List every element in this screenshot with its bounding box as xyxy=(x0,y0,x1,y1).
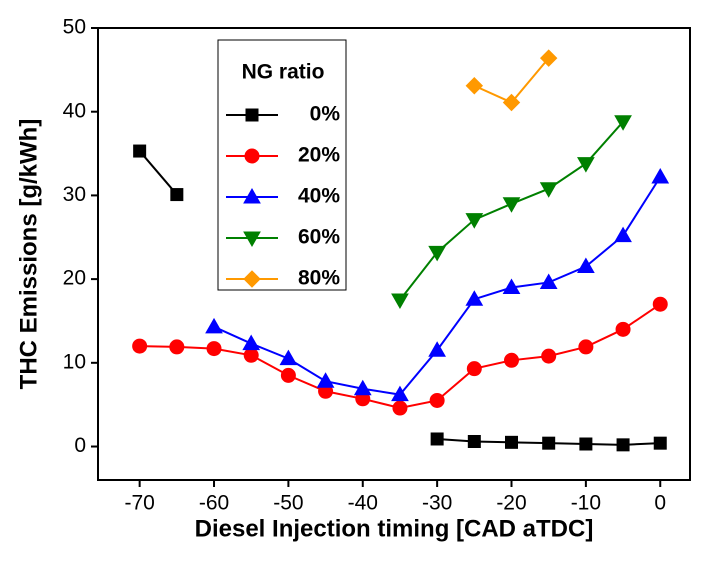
marker xyxy=(615,321,631,337)
x-tick-label: -50 xyxy=(273,492,303,515)
marker xyxy=(466,361,482,377)
legend-box xyxy=(217,39,347,291)
marker xyxy=(206,341,222,357)
legend-label: 80% xyxy=(298,267,340,290)
marker xyxy=(429,392,445,408)
legend-label: 0% xyxy=(310,103,341,126)
marker xyxy=(391,293,409,310)
y-axis-label: THC Emissions [g/kWh] xyxy=(15,119,42,390)
legend-label: 20% xyxy=(298,144,340,167)
marker xyxy=(541,348,557,364)
x-tick-label: 0 xyxy=(654,492,666,515)
x-tick-label: -10 xyxy=(571,492,601,515)
marker xyxy=(169,339,185,355)
x-axis-label: Diesel Injection timing [CAD aTDC] xyxy=(195,515,594,542)
marker xyxy=(504,352,520,368)
marker xyxy=(651,167,670,184)
marker xyxy=(205,317,223,334)
marker xyxy=(280,367,296,383)
x-tick-label: -30 xyxy=(422,492,452,515)
marker xyxy=(616,438,630,452)
y-tick-label: 30 xyxy=(63,183,86,206)
marker xyxy=(577,157,595,173)
marker xyxy=(243,187,261,204)
marker xyxy=(430,432,444,446)
y-tick-label: 40 xyxy=(63,99,86,122)
y-tick-label: 10 xyxy=(63,350,86,373)
x-tick-label: -70 xyxy=(124,492,154,515)
marker xyxy=(465,290,484,306)
marker xyxy=(243,347,259,363)
marker xyxy=(539,182,558,198)
marker xyxy=(242,334,261,351)
legend-label: 60% xyxy=(298,226,340,249)
marker xyxy=(502,93,521,112)
marker xyxy=(465,77,484,95)
marker xyxy=(653,436,667,450)
marker xyxy=(132,338,148,354)
marker xyxy=(170,188,184,202)
marker xyxy=(316,372,335,388)
marker xyxy=(539,273,558,289)
x-tick-label: -40 xyxy=(348,492,378,515)
marker xyxy=(505,435,519,449)
marker xyxy=(279,349,298,366)
marker xyxy=(502,278,521,294)
legend-label: 40% xyxy=(298,185,340,208)
marker xyxy=(614,115,632,131)
marker xyxy=(245,108,259,122)
marker xyxy=(578,339,594,355)
plot-frame xyxy=(97,27,691,481)
marker xyxy=(243,270,261,288)
marker xyxy=(391,385,409,402)
marker xyxy=(502,197,521,213)
x-tick-label: -60 xyxy=(199,492,229,515)
marker xyxy=(243,231,261,248)
y-tick-label: 20 xyxy=(63,267,86,290)
marker xyxy=(353,379,372,396)
marker xyxy=(539,49,558,67)
marker xyxy=(577,257,595,274)
marker xyxy=(614,226,632,243)
marker xyxy=(652,296,668,312)
marker xyxy=(542,436,556,450)
marker xyxy=(392,400,408,416)
marker xyxy=(579,437,593,451)
x-tick-label: -20 xyxy=(496,492,526,515)
marker xyxy=(428,341,446,357)
legend-title: NG ratio xyxy=(242,61,325,84)
y-tick-label: 50 xyxy=(63,16,86,39)
y-tick-label: 0 xyxy=(74,434,86,457)
marker xyxy=(467,434,481,448)
marker xyxy=(428,245,446,262)
marker xyxy=(133,144,147,158)
marker xyxy=(244,148,260,164)
marker xyxy=(465,213,484,229)
